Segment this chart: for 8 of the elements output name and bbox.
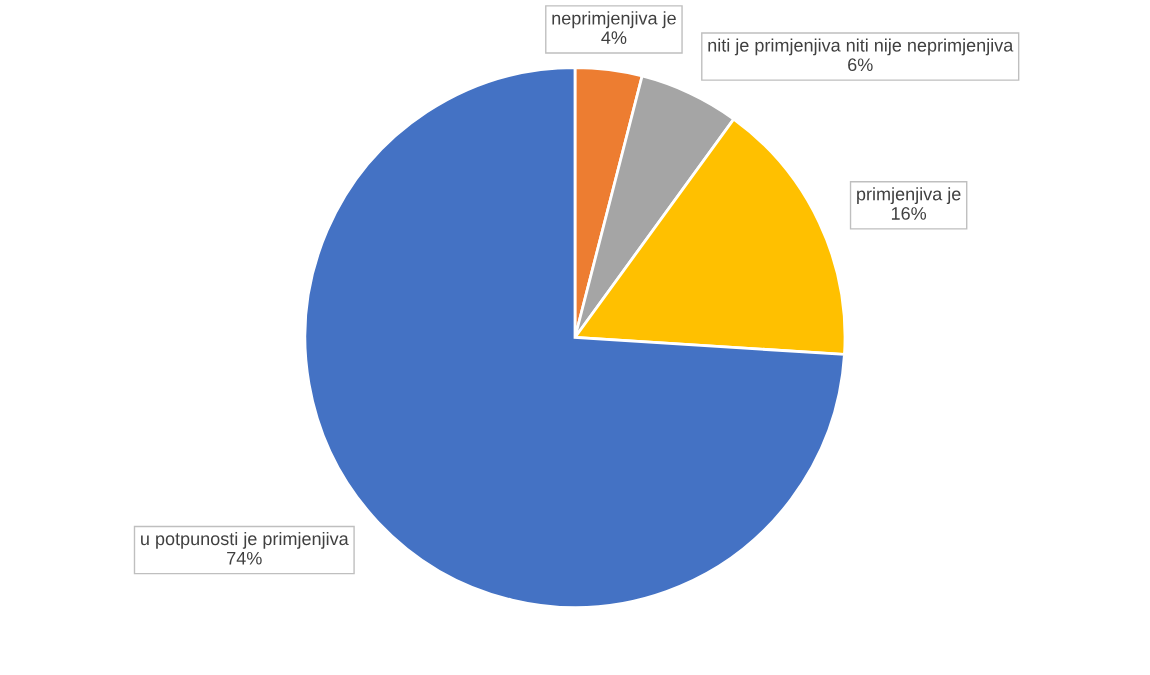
slice-label: primjenjiva je [857,187,961,204]
slice-label: niti je primjenjiva niti nije neprimjenjiva [708,38,1014,56]
slice-label: u potpunosti je primjenjiva [141,531,349,549]
data-label: 6% [848,58,873,72]
data-label: 16% [891,207,927,220]
slice-label: neprimjenjiva je [552,11,676,29]
data-label: 74% [227,551,262,565]
data-label: 4% [601,31,627,44]
